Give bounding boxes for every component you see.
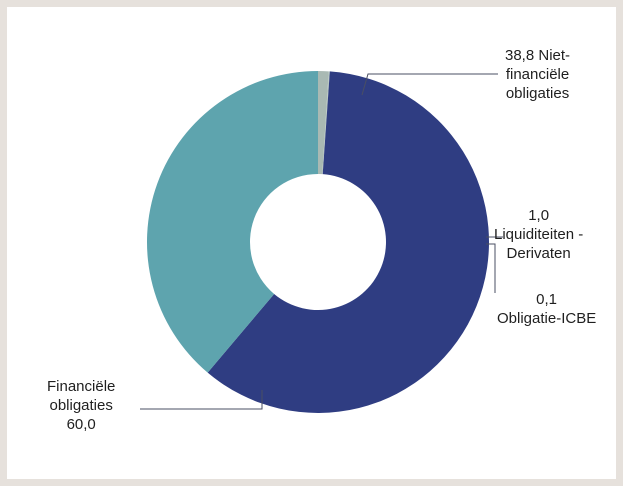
leader-line-obligatie-icbe bbox=[486, 243, 496, 293]
label-financiele-obligaties: Financiële obligaties 60,0 bbox=[47, 377, 115, 434]
label-text-line: obligaties bbox=[49, 397, 113, 414]
leader-lines bbox=[140, 73, 503, 410]
label-obligatie-icbe: 0,1 Obligatie-ICBE bbox=[497, 290, 596, 328]
label-text-line: 0,1 bbox=[536, 291, 558, 308]
label-text-line: obligaties bbox=[505, 85, 570, 102]
label-niet-financiele-obligaties: 38,8 Niet- financiële obligaties bbox=[505, 46, 570, 103]
label-text-line: 38,8 Niet- bbox=[505, 47, 571, 64]
slice-obligatie-icbe bbox=[322, 71, 330, 175]
label-text-line: Liquiditeiten - bbox=[494, 226, 584, 243]
label-liquiditeiten-derivaten: 1,0 Liquiditeiten - Derivaten bbox=[494, 206, 583, 263]
label-text-line: Derivaten bbox=[506, 245, 571, 262]
slice-liquiditeiten-derivaten bbox=[318, 71, 329, 175]
leader-line-niet-financiele bbox=[361, 73, 498, 96]
label-text-line: 60,0 bbox=[66, 416, 96, 433]
slice-niet-financi-le-obligaties bbox=[146, 71, 318, 373]
label-text-line: 1,0 bbox=[528, 207, 550, 224]
label-text-line: Obligatie-ICBE bbox=[497, 310, 597, 327]
label-text-line: Financiële bbox=[47, 378, 116, 395]
label-text-line: financiële bbox=[505, 66, 570, 83]
slice-financi-le-obligaties bbox=[207, 71, 489, 413]
leader-line-financiele bbox=[140, 390, 263, 410]
donut-slices bbox=[146, 71, 489, 413]
